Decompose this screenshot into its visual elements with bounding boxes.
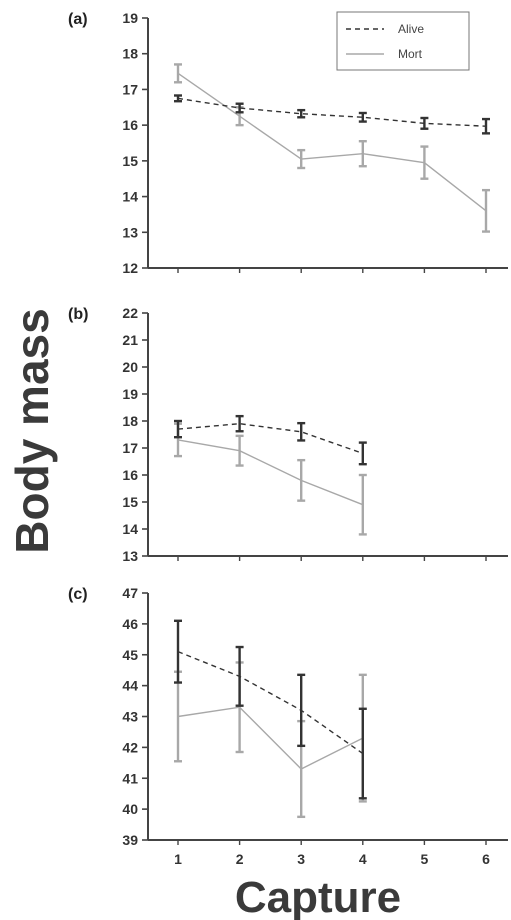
y-tick-label: 18: [122, 46, 138, 62]
y-tick-label: 45: [122, 647, 138, 663]
error-bar-alive: [235, 645, 244, 707]
error-bar-alive: [358, 707, 367, 800]
error-bar-alive: [420, 116, 429, 130]
error-bar-alive: [235, 414, 244, 433]
y-tick-label: 14: [122, 521, 138, 537]
y-tick-label: 19: [122, 386, 138, 402]
error-bar-alive: [174, 94, 182, 103]
y-tick-label: 16: [122, 467, 138, 483]
error-bar-mort: [420, 145, 429, 180]
error-bar-alive: [297, 108, 306, 119]
panel-label: (c): [68, 586, 88, 603]
series-line-mort: [177, 706, 364, 770]
error-bar-mort: [482, 188, 490, 233]
legend-label-mort: Mort: [398, 47, 423, 61]
error-bar-mort: [297, 458, 306, 502]
error-bar-alive: [482, 117, 490, 135]
series-line-alive: [177, 422, 364, 455]
y-tick-label: 42: [122, 739, 138, 755]
error-bar-mort: [358, 140, 367, 168]
panels: 1213141516171819(a)AliveMort131415161718…: [68, 10, 508, 867]
y-tick-label: 21: [122, 332, 138, 348]
x-tick-label: 1: [174, 851, 182, 867]
y-tick-label: 44: [122, 678, 138, 694]
y-tick-label: 19: [122, 10, 138, 26]
error-bar-alive: [358, 441, 367, 466]
y-tick-label: 13: [122, 224, 138, 240]
error-bar-alive: [174, 419, 182, 439]
y-tick-label: 22: [122, 305, 138, 321]
y-tick-label: 17: [122, 440, 138, 456]
error-bar-mort: [174, 63, 182, 84]
y-tick-label: 41: [122, 770, 138, 786]
y-tick-label: 15: [122, 494, 138, 510]
x-tick-label: 5: [421, 851, 429, 867]
panel-label: (a): [68, 11, 88, 28]
y-tick-label: 47: [122, 585, 138, 601]
x-axis-label: Capture: [235, 873, 401, 920]
legend-box: [336, 11, 470, 71]
series-line-alive: [177, 651, 364, 755]
y-tick-label: 20: [122, 359, 138, 375]
panel-b: 13 14 15 16 17 18 19 20 21 22 (b): [68, 305, 508, 564]
x-tick-label: 2: [236, 851, 244, 867]
error-bar-mort: [297, 148, 306, 170]
y-tick-label: 18: [122, 413, 138, 429]
legend: Alive Mort: [336, 11, 470, 71]
error-bar-mort: [235, 434, 244, 467]
error-bar-alive: [358, 111, 367, 123]
series-line-mort: [177, 439, 364, 506]
y-tick-label: 43: [122, 709, 138, 725]
panel-a: 12 13 14 15 16 17 18 19 (a) Alive Mort: [68, 10, 508, 276]
x-tick-label: 6: [482, 851, 490, 867]
error-bar-alive: [297, 421, 306, 442]
x-tick-label: 3: [297, 851, 305, 867]
y-tick-label: 12: [122, 260, 138, 276]
error-bar-alive: [297, 673, 306, 748]
series-line-mort: [177, 72, 487, 212]
panel-label: (b): [68, 306, 88, 323]
error-bar-mort: [358, 473, 367, 536]
x-tick-label: 4: [359, 851, 367, 867]
y-tick-label: 46: [122, 616, 138, 632]
error-bar-alive: [235, 102, 244, 114]
legend-label-alive: Alive: [398, 22, 424, 36]
panel-c: 39 40 41 42 43 44 45 46 47 (c): [68, 585, 508, 848]
y-tick-label: 16: [122, 117, 138, 133]
y-tick-label: 13: [122, 548, 138, 564]
error-bar-alive: [174, 619, 182, 684]
y-tick-label: 15: [122, 153, 138, 169]
y-tick-label: 39: [122, 832, 138, 848]
y-tick-label: 40: [122, 801, 138, 817]
series-line-alive: [177, 97, 487, 127]
y-tick-label: 17: [122, 81, 138, 97]
y-axis-label: Body mass: [6, 308, 58, 553]
y-tick-label: 14: [122, 189, 138, 205]
